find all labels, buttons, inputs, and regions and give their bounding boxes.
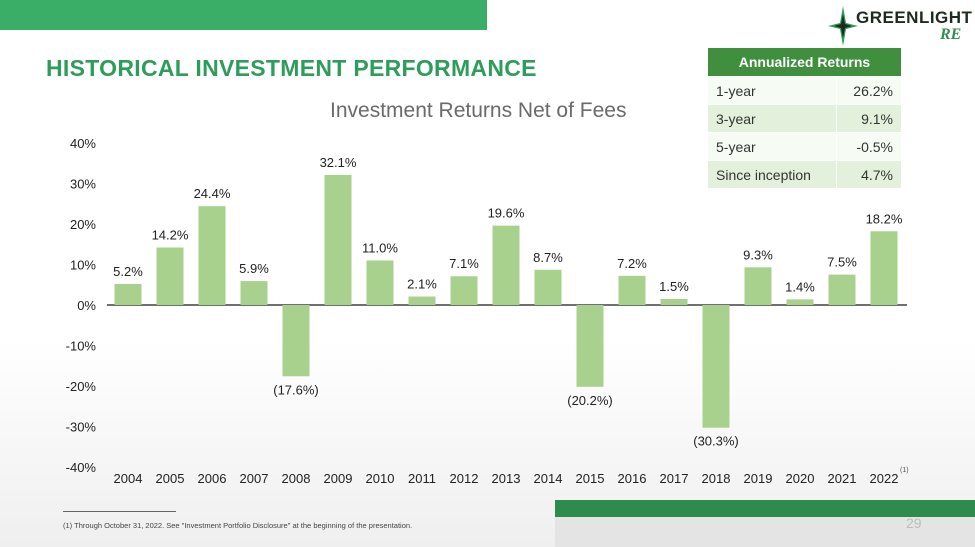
- data-label: 19.6%: [488, 206, 525, 221]
- x-tick-label: 2018: [702, 471, 731, 486]
- logo-wordmark: GREENLIGHT: [856, 8, 973, 27]
- row-value: 4.7%: [835, 160, 901, 188]
- x-tick-label: 2013: [492, 471, 521, 486]
- data-label: 11.0%: [362, 240, 398, 255]
- bar: [408, 296, 436, 305]
- x-tick-label: 2019: [744, 471, 773, 486]
- data-label: 2.1%: [407, 276, 437, 291]
- y-tick-label: 40%: [70, 136, 96, 151]
- bar: [366, 260, 394, 305]
- data-label: (17.6%): [273, 382, 319, 397]
- bar: [156, 247, 184, 305]
- footnote: (1) Through October 31, 2022. See "Inves…: [63, 521, 413, 530]
- bar: [828, 274, 856, 305]
- bar: [702, 305, 730, 428]
- x-tick-label: 2010: [366, 471, 395, 486]
- x-tick-label: 2012: [450, 471, 479, 486]
- bar: [870, 231, 898, 305]
- table-row: Since inception 4.7%: [708, 160, 901, 188]
- x-tick-label: 2005: [156, 471, 185, 486]
- row-label: 5-year: [708, 132, 837, 161]
- row-label: Since inception: [708, 160, 837, 188]
- x-tick-label: 2022: [870, 471, 899, 486]
- y-tick-label: 20%: [70, 217, 96, 232]
- x-tick-label: 2014: [534, 471, 563, 486]
- chart-title: Investment Returns Net of Fees: [330, 99, 627, 122]
- footnote-divider: [63, 511, 176, 512]
- header-accent-bar: [0, 0, 487, 30]
- row-label: 1-year: [708, 76, 837, 105]
- data-label: (20.2%): [567, 393, 613, 408]
- annualized-returns-table: Annualized Returns 1-year 26.2% 3-year 9…: [708, 48, 901, 188]
- data-label: 5.2%: [113, 264, 143, 279]
- x-tick-label: 2007: [240, 471, 269, 486]
- data-label: 32.1%: [320, 155, 357, 170]
- footnote-marker: (1): [900, 467, 909, 474]
- page-title: HISTORICAL INVESTMENT PERFORMANCE: [46, 55, 537, 81]
- data-label: 24.4%: [194, 186, 231, 201]
- y-tick-label: 30%: [70, 177, 96, 192]
- bar: [744, 267, 772, 305]
- data-label: (30.3%): [693, 434, 739, 449]
- footer-band: [555, 517, 975, 547]
- row-value: 26.2%: [835, 76, 901, 105]
- bar: [576, 305, 604, 387]
- page-number: 29: [906, 515, 922, 531]
- x-tick-label: 2020: [786, 471, 815, 486]
- table-row: 5-year -0.5%: [708, 132, 901, 161]
- x-tick-label: 2009: [324, 471, 353, 486]
- x-tick-label: 2011: [408, 471, 436, 486]
- footer-accent-bar: [555, 500, 975, 517]
- y-tick-label: -30%: [66, 420, 97, 435]
- data-label: 7.1%: [449, 256, 479, 271]
- row-value: -0.5%: [835, 132, 901, 161]
- x-tick-label: 2004: [114, 471, 143, 486]
- table-row: 1-year 26.2%: [708, 76, 901, 105]
- data-label: 5.9%: [239, 261, 269, 276]
- y-tick-label: -10%: [66, 339, 97, 354]
- y-tick-label: -20%: [66, 379, 97, 394]
- x-tick-label: 2016: [618, 471, 647, 486]
- y-tick-label: -40%: [66, 460, 97, 475]
- x-tick-label: 2008: [282, 471, 311, 486]
- bar: [492, 225, 520, 305]
- bar: [618, 275, 646, 305]
- data-label: 9.3%: [743, 247, 773, 262]
- table-row: 3-year 9.1%: [708, 104, 901, 133]
- data-label: 8.7%: [533, 250, 563, 265]
- data-label: 1.4%: [785, 279, 815, 294]
- bar: [198, 206, 226, 305]
- bar: [114, 283, 142, 305]
- logo-suffix: RE: [940, 26, 962, 43]
- x-tick-label: 2006: [198, 471, 227, 486]
- y-tick-label: 10%: [70, 258, 96, 273]
- row-value: 9.1%: [835, 104, 901, 133]
- x-tick-label: 2017: [660, 471, 689, 486]
- bar: [240, 281, 268, 305]
- bar: [282, 305, 310, 377]
- data-label: 18.2%: [866, 211, 903, 226]
- x-tick-label: 2021: [828, 471, 857, 486]
- data-label: 1.5%: [659, 279, 689, 294]
- bar: [534, 269, 562, 305]
- bar: [786, 299, 814, 305]
- row-label: 3-year: [708, 104, 837, 133]
- star-icon: [828, 6, 858, 46]
- y-tick-label: 0%: [77, 298, 96, 313]
- data-label: 14.2%: [152, 227, 189, 242]
- bar: [450, 276, 478, 305]
- bar: [324, 174, 352, 305]
- data-label: 7.2%: [617, 256, 647, 271]
- company-logo: GREENLIGHT RE: [828, 6, 973, 46]
- x-tick-label: 2015: [576, 471, 605, 486]
- bar: [660, 298, 688, 305]
- table-header: Annualized Returns: [708, 48, 901, 77]
- data-label: 7.5%: [827, 255, 857, 270]
